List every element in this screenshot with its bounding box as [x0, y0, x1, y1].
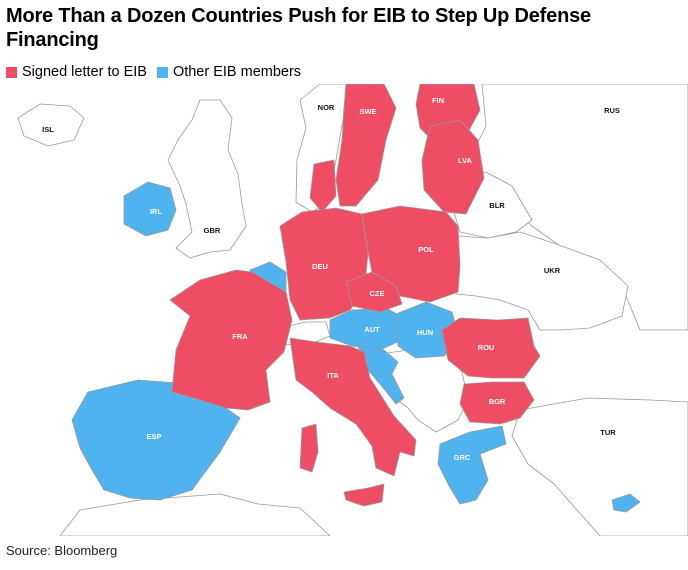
- baltics: [421, 119, 485, 215]
- label-grc: GRC: [454, 453, 471, 462]
- legend-swatch-signed: [6, 66, 17, 78]
- great-britain: [167, 99, 247, 259]
- label-rus: RUS: [604, 106, 620, 115]
- label-blr: BLR: [489, 201, 505, 210]
- romania: [441, 317, 541, 379]
- sardinia: [299, 423, 319, 473]
- label-pol: POL: [418, 245, 434, 254]
- north-africa: [59, 493, 331, 536]
- europe-map: ISL NOR SWE FIN RUS LVA IRL GBR BLR DEU …: [17, 84, 688, 536]
- turkey: [511, 397, 688, 536]
- label-deu: DEU: [312, 262, 328, 271]
- slovenia-croatia: [357, 345, 405, 405]
- czechia: [345, 271, 403, 313]
- poland: [361, 205, 461, 303]
- cyprus: [611, 493, 641, 513]
- legend-item-signed: Signed letter to EIB: [6, 64, 147, 80]
- label-cze: CZE: [370, 289, 385, 298]
- label-fin: FIN: [432, 96, 444, 105]
- label-ita: ITA: [327, 371, 339, 380]
- denmark: [309, 159, 337, 213]
- label-esp: ESP: [146, 432, 161, 441]
- source-note: Source: Bloomberg: [6, 543, 118, 558]
- chart-title: More Than a Dozen Countries Push for EIB…: [6, 5, 591, 51]
- legend: Signed letter to EIB Other EIB members: [6, 63, 311, 81]
- label-gbr: GBR: [204, 226, 221, 235]
- bulgaria: [459, 381, 535, 425]
- label-irl: IRL: [150, 207, 163, 216]
- label-nor: NOR: [318, 103, 335, 112]
- label-isl: ISL: [42, 125, 54, 134]
- italy: [289, 337, 417, 477]
- sweden: [335, 84, 397, 207]
- france: [169, 269, 293, 411]
- legend-item-other: Other EIB members: [156, 64, 302, 80]
- label-lva: LVA: [458, 156, 472, 165]
- label-swe: SWE: [359, 107, 376, 116]
- legend-label-other: Other EIB members: [172, 64, 302, 80]
- label-tur: TUR: [600, 428, 616, 437]
- legend-swatch-other: [156, 66, 168, 78]
- label-bgr: BGR: [489, 397, 506, 406]
- label-rou: ROU: [478, 343, 495, 352]
- label-hun: HUN: [417, 328, 433, 337]
- label-ukr: UKR: [544, 266, 561, 275]
- label-aut: AUT: [364, 325, 380, 334]
- legend-label-signed: Signed letter to EIB: [22, 64, 147, 80]
- ukraine: [455, 231, 629, 331]
- greece: [437, 425, 507, 505]
- iceland: [17, 103, 85, 147]
- ireland: [123, 181, 177, 237]
- sicily: [343, 483, 385, 507]
- label-fra: FRA: [232, 332, 248, 341]
